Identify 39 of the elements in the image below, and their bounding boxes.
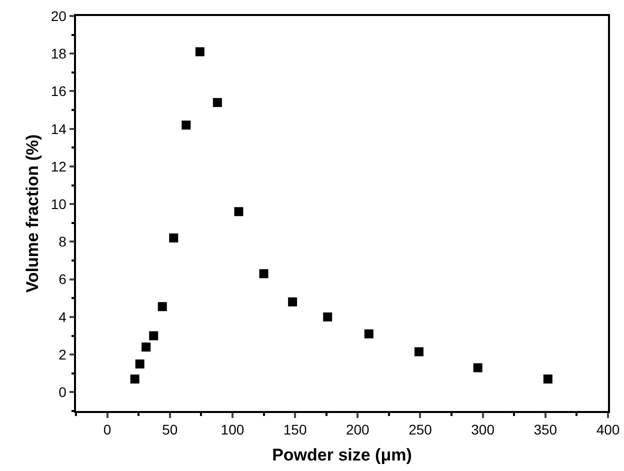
y-tick-label: 12 [50,158,67,174]
y-axis-title: Volume fraction (%) [22,134,42,293]
x-tick-label: 250 [408,422,432,438]
point [259,269,268,278]
y-tick-label: 0 [58,384,67,400]
point [234,207,244,216]
point [323,312,332,322]
point [543,374,552,384]
x-tick-label: 400 [596,422,620,438]
point [135,359,144,368]
x-tick-label: 150 [283,422,307,438]
y-tick-label: 10 [50,196,67,212]
point [364,329,374,338]
point [195,47,204,56]
point [130,374,140,384]
point [158,302,167,312]
y-tick-label: 14 [50,120,67,137]
y-tick-label: 20 [50,8,67,24]
x-tick-label: 350 [534,422,558,438]
x-tick-label: 100 [220,422,244,438]
point [473,363,482,372]
x-tick-label: 300 [471,422,495,438]
point [212,98,222,108]
point [288,297,298,306]
y-tick-label: 2 [58,346,67,362]
x-axis-title: Powder size (μm) [272,445,412,464]
point [414,347,424,356]
y-tick-label: 8 [58,234,67,250]
x-tick-label: 0 [103,422,112,438]
y-tick-label: 6 [58,271,67,288]
y-tick-label: 16 [50,83,67,100]
y-tick-label: 4 [58,308,67,325]
point [142,342,151,352]
x-tick-label: 200 [346,422,370,438]
x-tick-label: 50 [162,422,178,438]
point [149,331,158,340]
point [169,233,178,242]
y-tick-label: 18 [50,46,67,62]
point [182,120,191,130]
